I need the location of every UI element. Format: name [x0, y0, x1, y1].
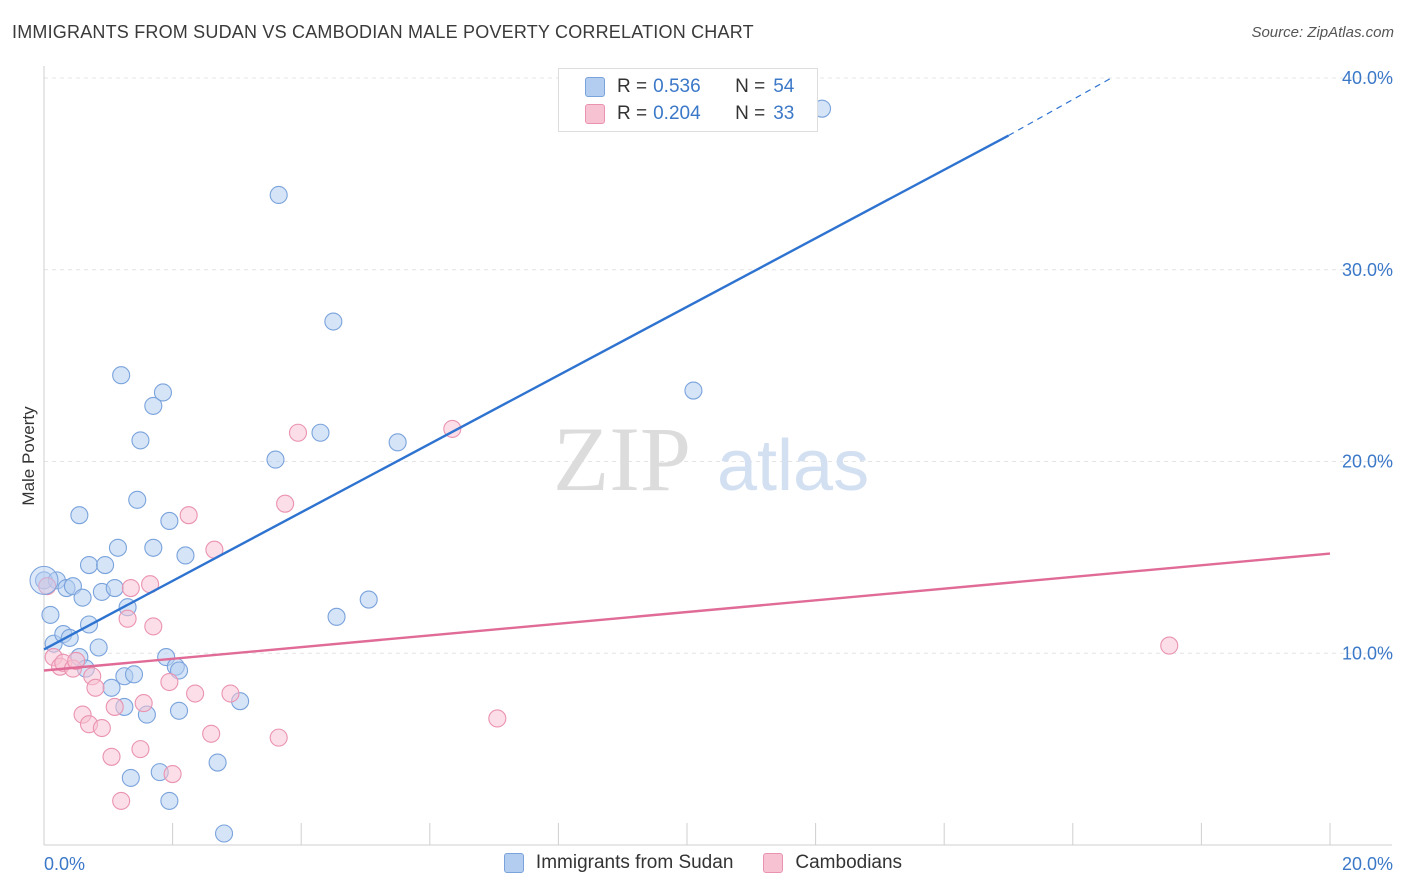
watermark-zip: ZIP [553, 408, 691, 510]
correlation-legend: R = 0.536 N = 54 R = 0.204 N = 33 [558, 68, 818, 132]
data-point-sudan [169, 701, 189, 720]
legend-n-value-cambodians: 33 [773, 103, 795, 124]
legend-r-label: R = [617, 76, 648, 97]
trend-layer [43, 77, 1331, 672]
x-tick-label-min: 0.0% [44, 854, 85, 874]
data-point-sudan [311, 423, 330, 442]
series-swatch-sudan [503, 853, 524, 873]
data-point-cambodians [179, 506, 198, 525]
data-point-cambodians [134, 694, 153, 713]
data-point-sudan [327, 607, 346, 626]
series-legend-item-cambodians[interactable]: Cambodians [763, 852, 902, 874]
watermark-atlas: atlas [717, 426, 869, 506]
trend-line-sudan [43, 134, 1010, 651]
legend-n-label: N = [735, 103, 766, 124]
y-tick-label: 40.0% [1342, 68, 1393, 88]
trend-line-cambodians [43, 552, 1331, 672]
y-tick-label: 10.0% [1342, 643, 1393, 663]
data-point-sudan [124, 665, 144, 684]
data-point-sudan [29, 565, 59, 595]
data-point-sudan [131, 431, 150, 450]
axes-layer: 10.0% 20.0% 30.0% 40.0% [43, 66, 1393, 846]
data-point-cambodians [276, 494, 295, 513]
data-point-cambodians [1160, 636, 1179, 655]
data-point-sudan [160, 791, 179, 810]
data-point-cambodians [131, 740, 150, 759]
data-point-cambodians [92, 718, 111, 738]
y-tick-label: 30.0% [1342, 260, 1393, 280]
y-tick-label: 20.0% [1342, 452, 1393, 472]
series-legend: Immigrants from Sudan Cambodians [0, 852, 1406, 874]
x-tick-label-max: 20.0% [1342, 854, 1393, 874]
data-point-sudan [208, 753, 227, 772]
legend-n-value-sudan: 54 [773, 76, 795, 97]
data-point-sudan [269, 185, 288, 205]
chart-title: IMMIGRANTS FROM SUDAN VS CAMBODIAN MALE … [12, 22, 754, 42]
legend-n-label: N = [735, 76, 766, 97]
source-label: Source: ZipAtlas.com [1251, 24, 1394, 41]
series-legend-item-sudan[interactable]: Immigrants from Sudan [503, 852, 734, 874]
legend-r-value-cambodians: 0.204 [653, 103, 701, 124]
legend-swatch-sudan [585, 77, 605, 97]
data-point-sudan [73, 588, 92, 607]
series-name-sudan: Immigrants from Sudan [535, 852, 734, 873]
data-point-cambodians [112, 791, 131, 810]
data-point-sudan [160, 511, 179, 530]
data-point-cambodians [163, 765, 182, 784]
data-point-cambodians [121, 579, 140, 598]
trend-line-sudan-extension [1008, 77, 1112, 137]
data-point-sudan [176, 546, 195, 565]
data-point-sudan [89, 638, 108, 657]
data-point-sudan [70, 506, 89, 525]
data-point-sudan [153, 383, 173, 402]
data-point-cambodians [144, 617, 163, 636]
data-point-cambodians [221, 684, 240, 703]
data-point-sudan [359, 590, 378, 609]
data-point-cambodians [86, 678, 105, 697]
data-point-sudan [266, 450, 285, 469]
y-axis-label: Male Poverty [19, 406, 38, 506]
legend-r-value-sudan: 0.536 [653, 76, 701, 97]
data-point-cambodians [67, 651, 86, 670]
data-point-cambodians [118, 609, 137, 628]
data-point-sudan [79, 555, 99, 575]
data-point-cambodians [202, 724, 221, 743]
data-point-sudan [214, 824, 234, 843]
points-layer [29, 99, 1179, 843]
data-point-sudan [144, 396, 163, 415]
data-point-sudan [105, 579, 124, 598]
data-point-cambodians [102, 747, 121, 766]
data-point-cambodians [288, 423, 308, 442]
data-point-sudan [41, 605, 60, 624]
data-point-sudan [684, 381, 703, 400]
data-point-sudan [96, 555, 115, 575]
legend-row-cambodians: R = 0.204 N = 33 [585, 102, 794, 126]
data-point-cambodians [38, 577, 57, 596]
data-point-sudan [121, 768, 140, 787]
data-point-sudan [388, 433, 407, 452]
data-point-cambodians [105, 697, 124, 716]
data-point-sudan [108, 538, 127, 557]
legend-r-label: R = [617, 103, 648, 124]
data-point-sudan [128, 490, 147, 509]
series-swatch-cambodians [763, 853, 784, 873]
data-point-sudan [324, 312, 343, 331]
data-point-cambodians [488, 709, 507, 728]
data-point-sudan [144, 538, 163, 557]
legend-swatch-cambodians [585, 104, 605, 124]
data-point-cambodians [186, 684, 205, 703]
legend-row-sudan: R = 0.536 N = 54 [585, 75, 794, 99]
data-point-cambodians [269, 728, 288, 747]
data-point-cambodians [160, 672, 179, 692]
series-name-cambodians: Cambodians [795, 852, 903, 873]
data-point-sudan [112, 366, 131, 385]
watermark: ZIP atlas [553, 408, 869, 510]
